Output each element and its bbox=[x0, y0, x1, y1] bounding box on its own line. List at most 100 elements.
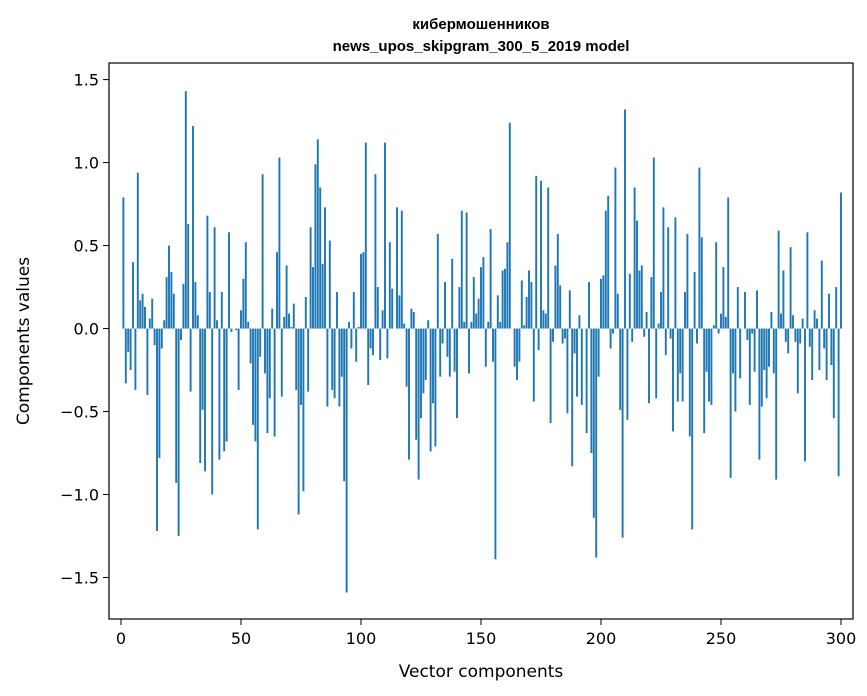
bar bbox=[595, 328, 598, 558]
bar bbox=[384, 142, 386, 329]
bar bbox=[439, 328, 442, 377]
y-tick-label: 0.5 bbox=[74, 237, 99, 256]
bar bbox=[688, 328, 691, 437]
bar bbox=[729, 328, 732, 478]
bar bbox=[307, 328, 310, 392]
bar bbox=[573, 328, 576, 354]
bar bbox=[655, 328, 658, 399]
bar bbox=[784, 328, 787, 342]
bar bbox=[624, 109, 626, 329]
bar bbox=[448, 328, 451, 377]
x-tick-label: 0 bbox=[116, 629, 126, 648]
bar bbox=[508, 122, 511, 329]
bar bbox=[518, 328, 521, 362]
bar bbox=[590, 328, 593, 454]
bar bbox=[158, 328, 161, 459]
bar bbox=[290, 326, 293, 329]
bar bbox=[585, 328, 588, 434]
bar bbox=[295, 328, 298, 390]
bar bbox=[602, 275, 605, 329]
bar bbox=[235, 328, 238, 331]
x-axis-ticks: 0 50 100 150 200 250 300 bbox=[116, 619, 856, 648]
y-tick-label: −1.0 bbox=[60, 486, 99, 505]
bar bbox=[312, 267, 314, 329]
bar bbox=[816, 318, 818, 329]
bar bbox=[480, 267, 482, 329]
bar bbox=[609, 328, 612, 349]
bar bbox=[400, 210, 403, 329]
bar bbox=[129, 328, 132, 371]
bar bbox=[679, 328, 682, 374]
bar bbox=[463, 321, 466, 329]
bar bbox=[506, 242, 509, 329]
bar bbox=[403, 323, 406, 329]
bar bbox=[813, 310, 816, 329]
bar bbox=[619, 328, 622, 410]
bar bbox=[160, 328, 163, 349]
bar bbox=[477, 298, 480, 329]
bar bbox=[285, 265, 288, 329]
bar bbox=[496, 295, 499, 329]
bar bbox=[746, 328, 749, 341]
bar bbox=[787, 328, 790, 354]
bar bbox=[350, 328, 353, 349]
bar bbox=[432, 328, 434, 404]
bar bbox=[708, 328, 710, 402]
bar bbox=[559, 285, 562, 329]
y-tick-label: 0.0 bbox=[74, 320, 99, 339]
bar bbox=[672, 328, 674, 432]
bar bbox=[475, 313, 478, 329]
bar bbox=[710, 328, 713, 405]
bar bbox=[319, 187, 322, 329]
bar bbox=[259, 328, 262, 357]
bar bbox=[168, 245, 170, 329]
bar bbox=[830, 328, 833, 366]
bar bbox=[621, 328, 624, 538]
bar bbox=[175, 328, 178, 483]
bar bbox=[648, 328, 650, 404]
bar bbox=[604, 210, 607, 329]
bar bbox=[206, 215, 209, 329]
x-tick-label: 150 bbox=[466, 629, 497, 648]
bar bbox=[381, 310, 384, 329]
bar bbox=[693, 272, 696, 329]
bar bbox=[789, 247, 792, 329]
bar bbox=[792, 315, 794, 329]
bar bbox=[264, 328, 266, 374]
bar bbox=[424, 328, 427, 380]
bar bbox=[261, 174, 264, 329]
chart-title: кибермошенников bbox=[412, 16, 549, 33]
bar bbox=[698, 167, 701, 329]
x-tick-label: 300 bbox=[826, 629, 857, 648]
bar bbox=[837, 328, 840, 477]
bar bbox=[636, 220, 638, 329]
bar bbox=[362, 252, 365, 329]
bar bbox=[127, 328, 130, 352]
bar bbox=[616, 293, 619, 329]
bar bbox=[631, 328, 634, 342]
bar bbox=[427, 320, 430, 329]
bar bbox=[547, 187, 550, 329]
bar bbox=[487, 321, 490, 329]
bar bbox=[273, 328, 276, 437]
bar bbox=[832, 328, 835, 419]
bar bbox=[516, 328, 518, 380]
bar bbox=[220, 292, 223, 329]
bar bbox=[705, 328, 708, 372]
bar bbox=[374, 174, 377, 329]
bar bbox=[141, 293, 144, 329]
bar bbox=[744, 292, 746, 329]
bar bbox=[201, 328, 204, 410]
bar bbox=[820, 260, 823, 329]
bar bbox=[180, 328, 182, 341]
bar bbox=[772, 328, 775, 374]
plot-frame bbox=[108, 62, 854, 620]
bar bbox=[187, 223, 190, 329]
bar bbox=[237, 328, 240, 390]
bar bbox=[192, 126, 194, 329]
bar bbox=[808, 328, 811, 347]
bar bbox=[410, 308, 413, 329]
bar bbox=[379, 328, 382, 361]
bar bbox=[799, 328, 802, 344]
